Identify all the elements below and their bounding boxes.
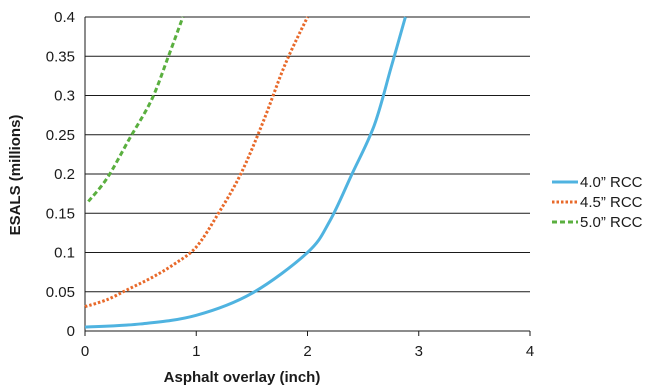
y-tick-label-1: 0.05 <box>46 284 75 301</box>
legend-label-0: 4.0” RCC <box>580 174 643 191</box>
series-lines <box>84 16 407 329</box>
x-tick-label-3: 3 <box>415 343 423 360</box>
legend-label-1: 4.5” RCC <box>580 194 643 211</box>
series-line-0 <box>84 16 407 329</box>
x-axis-title: Asphalt overlay (inch) <box>164 369 321 385</box>
series-line-1 <box>84 16 309 309</box>
axes: 0 0.05 0.1 0.15 0.2 0.25 0.3 0.35 0.4 0 1 2 3 4 <box>46 9 534 360</box>
x-tick-label-4: 4 <box>526 343 534 360</box>
y-tick-label-2: 0.1 <box>54 245 75 262</box>
y-tick-label-0: 0 <box>67 323 75 340</box>
y-axis-title: ESALS (millions) <box>7 115 24 236</box>
y-tick-label-5: 0.25 <box>46 127 75 144</box>
y-tick-label-6: 0.3 <box>54 88 75 105</box>
x-tick-label-2: 2 <box>303 343 311 360</box>
x-tick-label-1: 1 <box>192 343 200 360</box>
y-tick-label-8: 0.4 <box>54 9 75 26</box>
x-tick-label-0: 0 <box>81 343 89 360</box>
series-line-2 <box>87 16 185 203</box>
y-tick-label-3: 0.15 <box>46 205 75 222</box>
legend-label-2: 5.0” RCC <box>580 214 643 231</box>
y-tick-label-4: 0.2 <box>54 166 75 183</box>
legend: 4.0” RCC 4.5” RCC 5.0” RCC <box>552 174 643 231</box>
y-tick-label-7: 0.35 <box>46 48 75 65</box>
gridlines <box>85 16 530 332</box>
